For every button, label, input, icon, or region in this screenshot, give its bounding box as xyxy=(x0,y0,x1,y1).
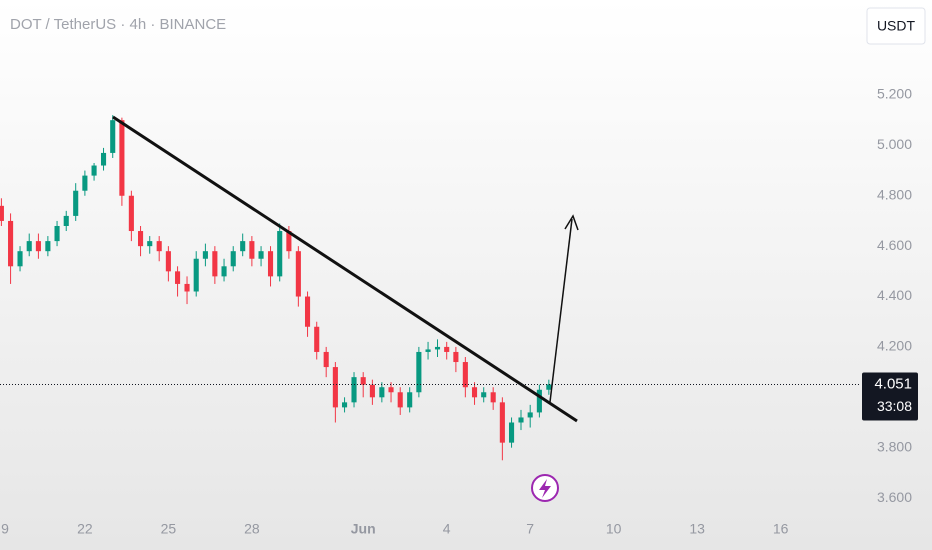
x-tick-label: 22 xyxy=(77,521,93,537)
candle-body xyxy=(249,241,255,259)
candle-body xyxy=(314,326,320,352)
candle-body xyxy=(128,195,134,232)
candle-body xyxy=(277,231,283,277)
candle-body xyxy=(416,351,422,393)
candle-body xyxy=(202,251,208,259)
candle-body xyxy=(286,231,292,252)
candle-body xyxy=(304,296,311,327)
trend-line xyxy=(112,115,578,423)
candle-body xyxy=(35,241,41,252)
candle-body xyxy=(342,402,348,408)
candle-body xyxy=(407,392,413,408)
flash-bolt[interactable] xyxy=(539,479,551,498)
candle-body xyxy=(527,412,533,418)
x-tick-label: 16 xyxy=(773,521,789,537)
x-tick-label: 9 xyxy=(1,521,9,537)
currency-box[interactable] xyxy=(866,7,926,45)
y-tick-label: 4.800 xyxy=(877,186,912,202)
y-tick-label: 5.000 xyxy=(877,136,912,152)
arrow-line xyxy=(549,218,573,403)
candle-body xyxy=(212,251,218,277)
last-price-label: 4.051 xyxy=(874,375,912,392)
candle-body xyxy=(369,384,375,398)
candle-body xyxy=(471,387,478,398)
candle-body xyxy=(444,346,450,352)
candle-body xyxy=(546,384,552,390)
candle-body xyxy=(17,251,23,267)
candle-body xyxy=(156,241,162,252)
candle-body xyxy=(26,241,32,252)
x-tick-label: 7 xyxy=(526,521,534,537)
candle-body xyxy=(91,165,97,176)
y-tick-label: 3.800 xyxy=(877,438,912,454)
candle-body xyxy=(165,251,171,272)
currency[interactable]: USDT xyxy=(877,18,916,34)
candle-body xyxy=(351,377,357,403)
candle-body xyxy=(434,346,441,350)
candle-body xyxy=(536,389,542,413)
candle-body xyxy=(230,251,236,267)
candle-body xyxy=(518,417,524,423)
candle-body xyxy=(73,190,79,216)
candle-body xyxy=(388,387,394,393)
candle-body xyxy=(481,392,487,398)
x-tick-label: 13 xyxy=(689,521,705,537)
candle-body xyxy=(425,349,431,352)
flash-icon[interactable] xyxy=(531,474,559,502)
candle-body xyxy=(119,120,125,196)
candle-body xyxy=(54,225,60,242)
candle-body xyxy=(240,241,246,252)
candle-body xyxy=(8,220,14,267)
candle-body xyxy=(45,241,51,252)
candle-body xyxy=(508,422,515,443)
x-tick-label: 28 xyxy=(244,521,260,537)
candles xyxy=(0,115,552,461)
candle-body xyxy=(490,392,496,403)
x-tick-label: 10 xyxy=(606,521,622,537)
candle-body xyxy=(397,392,403,408)
candle-body xyxy=(110,120,116,153)
arrow-head xyxy=(564,214,579,231)
x-tick-label: Jun xyxy=(351,521,376,537)
candle-body xyxy=(258,251,264,259)
candle-body xyxy=(100,152,107,166)
y-tick-label: 4.200 xyxy=(877,338,912,354)
candle-body xyxy=(184,283,190,292)
candle-body xyxy=(137,231,144,247)
x-tick-label: 25 xyxy=(161,521,177,537)
x-tick-label: 4 xyxy=(443,521,451,537)
candle-body xyxy=(63,215,69,226)
candle-body xyxy=(221,266,227,277)
candle-body xyxy=(147,241,153,247)
candle-body xyxy=(499,402,505,443)
candle-body xyxy=(82,175,88,191)
y-tick-label: 3.600 xyxy=(877,489,912,505)
y-tick-label: 5.200 xyxy=(877,86,912,102)
candle-body xyxy=(360,377,366,385)
candle-body xyxy=(0,205,4,221)
candle-body xyxy=(453,351,459,363)
candle-body xyxy=(379,387,385,398)
chart-title: DOT / TetherUS · 4h · BINANCE xyxy=(10,16,226,33)
candle-body xyxy=(462,362,468,388)
candle-body xyxy=(295,251,301,297)
y-tick-label: 4.400 xyxy=(877,287,912,303)
candle-body xyxy=(323,351,329,368)
candle-body xyxy=(175,271,181,284)
candle-body xyxy=(267,251,274,277)
candle-body xyxy=(193,258,199,292)
y-tick-label: 4.600 xyxy=(877,237,912,253)
countdown: 33:08 xyxy=(877,398,912,414)
candle-body xyxy=(332,367,338,408)
last-price-box xyxy=(862,372,918,421)
